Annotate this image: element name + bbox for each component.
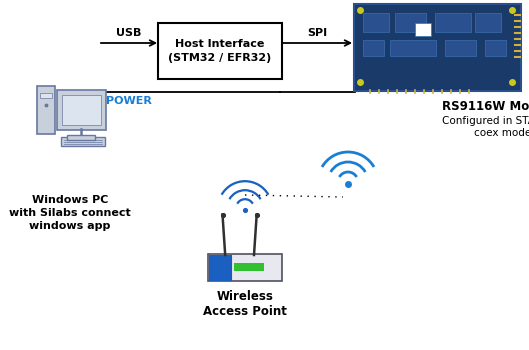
FancyBboxPatch shape: [444, 40, 476, 56]
Text: USB: USB: [116, 28, 142, 38]
Text: Configured in STA+BLE
coex mode: Configured in STA+BLE coex mode: [442, 116, 529, 138]
Text: Host Interface
(STM32 / EFR32): Host Interface (STM32 / EFR32): [168, 40, 271, 63]
FancyBboxPatch shape: [208, 254, 282, 281]
FancyBboxPatch shape: [208, 254, 231, 281]
FancyBboxPatch shape: [234, 263, 263, 271]
Text: SPI: SPI: [307, 28, 327, 38]
FancyBboxPatch shape: [362, 13, 388, 32]
FancyBboxPatch shape: [362, 40, 384, 56]
FancyBboxPatch shape: [40, 93, 52, 98]
FancyBboxPatch shape: [415, 22, 431, 35]
FancyBboxPatch shape: [354, 4, 521, 91]
Text: Wireless
Access Point: Wireless Access Point: [203, 290, 287, 318]
Text: POWER: POWER: [106, 96, 152, 106]
FancyBboxPatch shape: [37, 86, 55, 134]
Text: Windows PC
with Silabs connect
windows app: Windows PC with Silabs connect windows a…: [9, 195, 131, 231]
FancyBboxPatch shape: [158, 23, 282, 79]
FancyBboxPatch shape: [62, 95, 101, 125]
FancyBboxPatch shape: [485, 40, 506, 56]
FancyBboxPatch shape: [61, 138, 105, 146]
Text: RS9116W Module: RS9116W Module: [442, 100, 529, 113]
FancyBboxPatch shape: [475, 13, 500, 32]
FancyBboxPatch shape: [67, 135, 95, 140]
FancyBboxPatch shape: [434, 13, 470, 32]
FancyBboxPatch shape: [389, 40, 435, 56]
FancyBboxPatch shape: [57, 90, 106, 130]
FancyBboxPatch shape: [395, 13, 425, 32]
